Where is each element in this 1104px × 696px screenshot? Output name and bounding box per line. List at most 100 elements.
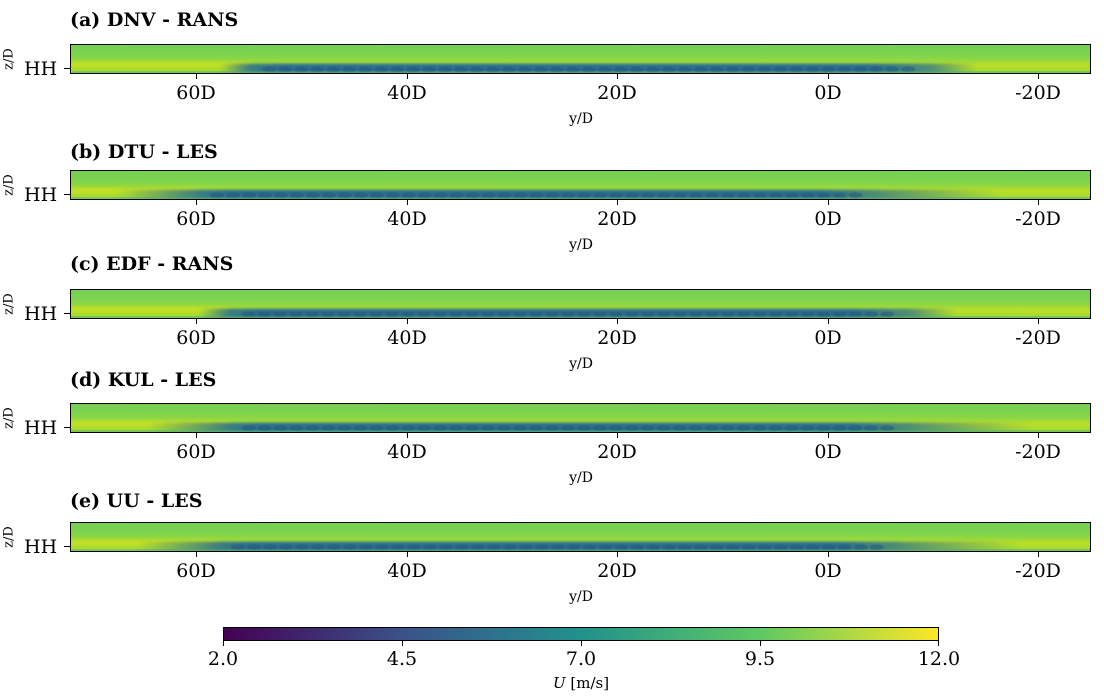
wake-eddy — [837, 544, 852, 551]
colorbar-tick — [223, 641, 224, 646]
x-tick-label: 40D — [387, 560, 427, 582]
wake-eddy — [433, 311, 448, 318]
wake-eddy — [465, 192, 480, 199]
x-tick-label: 20D — [597, 208, 637, 230]
wake-eddy — [709, 66, 724, 73]
wake-eddy — [502, 66, 517, 73]
x-tick — [196, 74, 197, 79]
wake-eddy — [609, 192, 624, 199]
wake-eddy — [688, 311, 703, 318]
wake-eddy — [768, 425, 783, 432]
wake-ripples — [241, 425, 895, 432]
wake-eddy — [310, 66, 325, 73]
x-tick-label: 60D — [176, 441, 216, 463]
x-tick-label: -20D — [1015, 82, 1061, 104]
wake-eddy — [752, 311, 767, 318]
wake-eddy — [337, 192, 352, 199]
wake-eddy — [385, 425, 400, 432]
wake-eddy — [337, 425, 352, 432]
x-tick-label: 40D — [387, 82, 427, 104]
x-axis-label: y/D — [569, 470, 593, 486]
wake-eddy — [358, 544, 373, 551]
wake-eddy — [390, 544, 405, 551]
wake-eddy — [374, 544, 389, 551]
y-axis-label-text: z/D — [1, 174, 17, 196]
x-tick — [407, 200, 408, 205]
wake-eddy — [513, 425, 527, 432]
wake-eddy — [337, 311, 352, 318]
wake-eddy — [321, 192, 336, 199]
field-svg — [71, 523, 1090, 551]
panel-title: (c) EDF - RANS — [70, 253, 234, 275]
wake-eddy — [417, 425, 432, 432]
wake-eddy — [241, 192, 256, 199]
wake-eddy — [262, 544, 277, 551]
wake-eddy — [241, 425, 256, 432]
wake-eddy — [837, 66, 852, 73]
wake-eddy — [497, 311, 512, 318]
y-tick-label: HH — [24, 58, 58, 80]
wake-eddy — [342, 544, 357, 551]
y-axis-label: z/D — [0, 525, 18, 549]
velocity-field — [70, 289, 1091, 319]
wake-eddy — [289, 311, 304, 318]
wake-eddy — [528, 311, 543, 318]
wake-eddy — [768, 311, 783, 318]
wake-eddy — [656, 311, 671, 318]
velocity-field — [70, 44, 1091, 74]
wake-eddy — [901, 66, 916, 73]
colorbar-label-var: U — [552, 674, 566, 692]
wake-eddy — [544, 311, 559, 318]
wake-eddy — [673, 192, 688, 199]
wake-eddy — [353, 311, 368, 318]
x-tick — [828, 74, 829, 79]
wake-eddy — [369, 311, 384, 318]
wake-eddy — [592, 425, 607, 432]
x-axis-label: y/D — [569, 356, 593, 372]
wake-eddy — [353, 425, 368, 432]
x-tick — [407, 74, 408, 79]
wake-eddy — [624, 425, 639, 432]
wake-eddy — [597, 66, 612, 73]
wake-ripples — [231, 544, 884, 551]
wake-eddy — [210, 192, 225, 199]
wake-eddy — [741, 66, 756, 73]
wake-eddy — [641, 192, 656, 199]
wake-eddy — [624, 311, 639, 318]
ground-edge — [71, 197, 1090, 199]
wake-eddy — [241, 311, 256, 318]
wake-eddy — [848, 425, 863, 432]
wake-eddy — [688, 425, 703, 432]
x-tick — [1038, 433, 1039, 438]
wake-band — [71, 541, 1090, 551]
panel-title: (d) KUL - LES — [70, 369, 217, 391]
wake-eddy — [326, 544, 341, 551]
colorbar — [223, 627, 939, 641]
wake-eddy — [704, 311, 719, 318]
x-tick-label: 60D — [176, 82, 216, 104]
wake-eddy — [369, 425, 384, 432]
wake-eddy — [257, 425, 272, 432]
wake-eddy — [721, 192, 736, 199]
x-tick — [196, 552, 197, 557]
wake-eddy — [342, 66, 357, 73]
wake-eddy — [582, 544, 597, 551]
wake-eddy — [438, 66, 453, 73]
wake-eddy — [433, 192, 448, 199]
wake-eddy — [497, 192, 512, 199]
wake-eddy — [832, 311, 847, 318]
wake-eddy — [752, 192, 767, 199]
y-axis-label: z/D — [0, 292, 18, 316]
panel-title: (a) DNV - RANS — [70, 9, 239, 31]
wake-eddy — [305, 311, 320, 318]
wake-eddy — [736, 311, 751, 318]
x-tick — [617, 552, 618, 557]
colorbar-tick — [760, 641, 761, 646]
wake-eddy — [693, 66, 708, 73]
wake-eddy — [502, 544, 517, 551]
x-tick — [1038, 552, 1039, 557]
wake-eddy — [864, 311, 879, 318]
wake-eddy — [720, 311, 735, 318]
x-tick — [407, 319, 408, 324]
wake-eddy — [598, 544, 613, 551]
